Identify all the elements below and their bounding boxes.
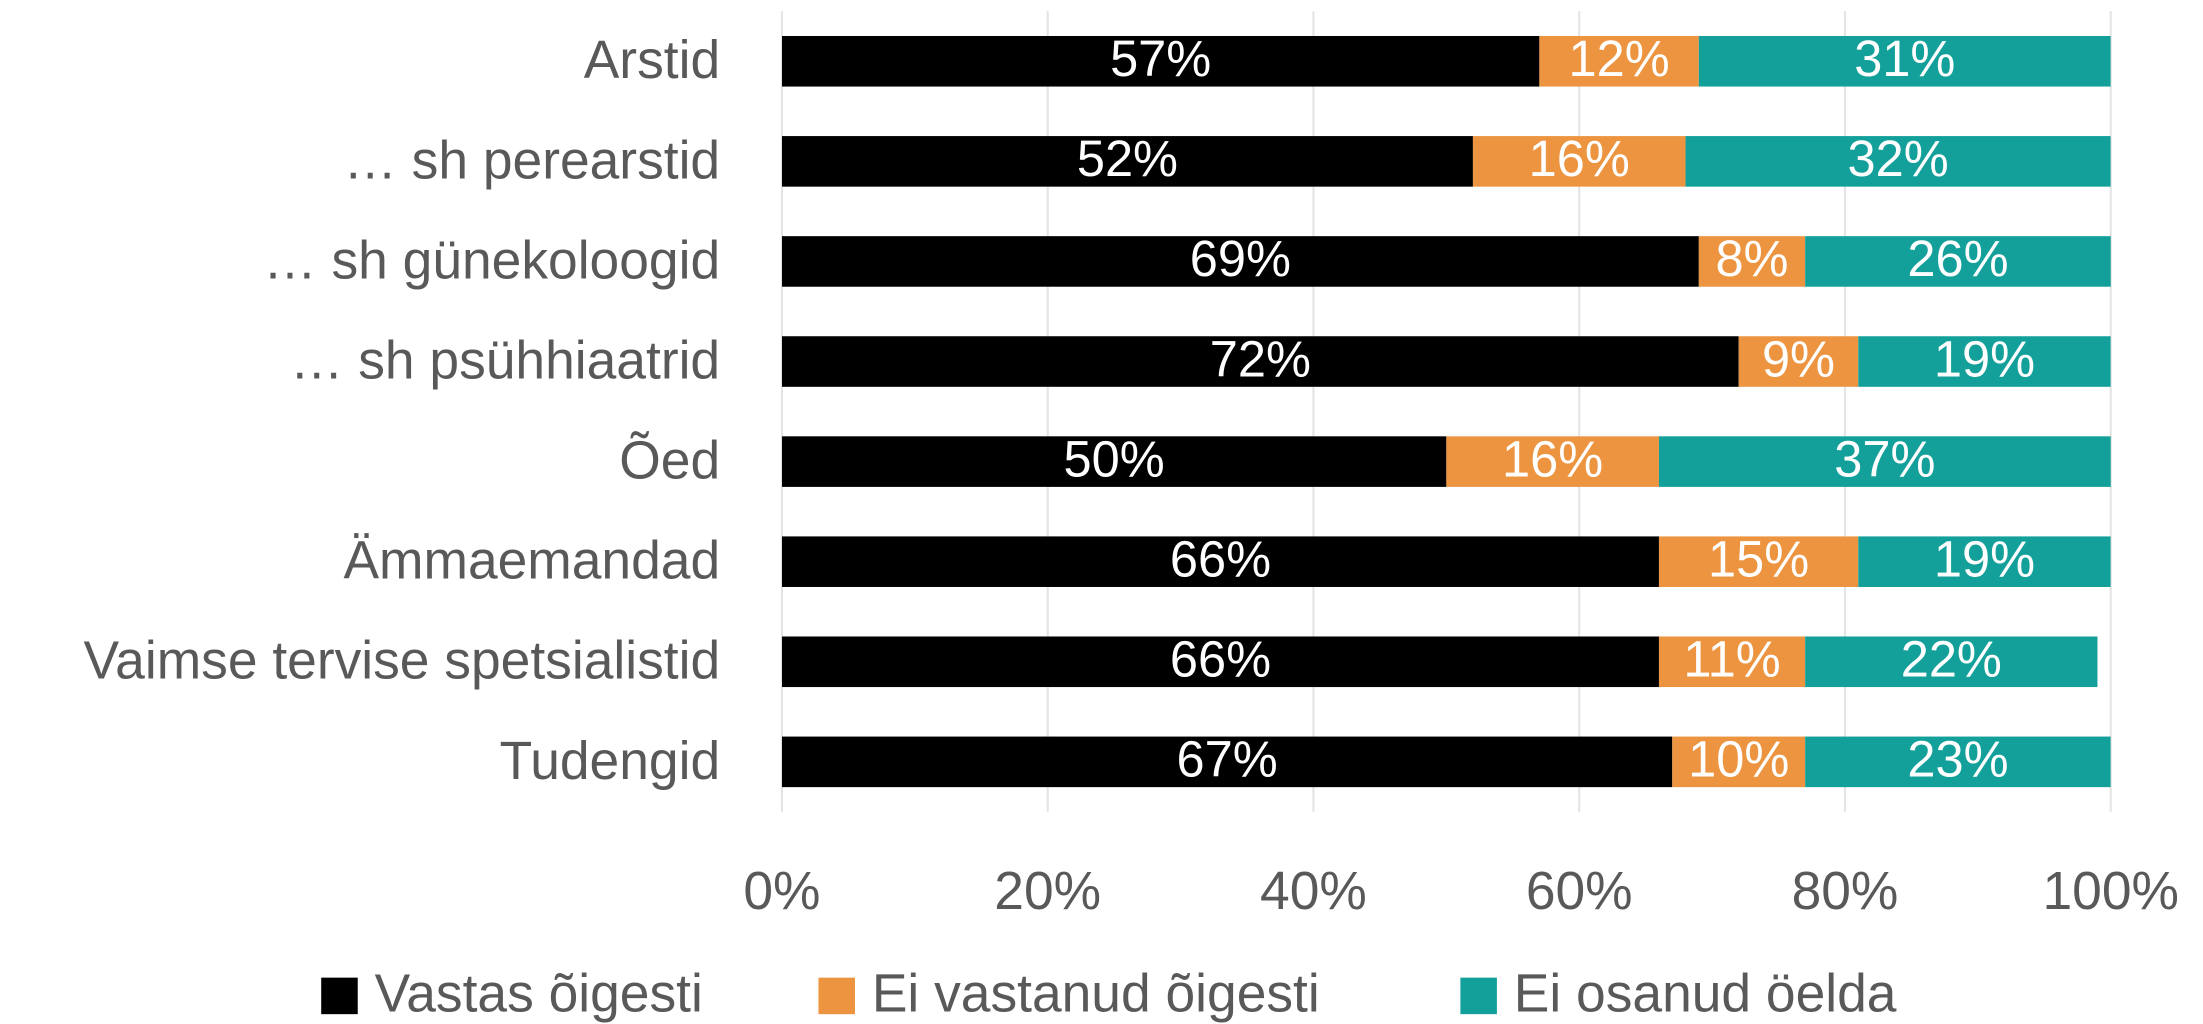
bar-segment xyxy=(1698,35,2111,87)
value-label: 12% xyxy=(1569,30,1670,87)
value-label: 9% xyxy=(1762,330,1835,387)
value-label: 22% xyxy=(1901,631,2002,688)
bar-segment xyxy=(1472,136,1686,187)
value-label: 19% xyxy=(1934,530,2035,587)
value-label: 67% xyxy=(1177,731,1278,788)
legend-label: Vastas õigesti xyxy=(375,964,703,1023)
legend-label: Ei vastanud õigesti xyxy=(872,964,1320,1023)
bar-segment xyxy=(781,736,1673,788)
bar-segment xyxy=(781,236,1699,287)
bar-segment xyxy=(781,35,1540,87)
bar-segment xyxy=(781,136,1473,187)
bar-segment xyxy=(1685,136,2111,187)
value-label: 23% xyxy=(1907,731,2008,788)
bar-segment xyxy=(1446,436,1659,487)
x-tick-label: 60% xyxy=(1526,862,1633,921)
value-label: 31% xyxy=(1854,30,1955,87)
value-label: 69% xyxy=(1190,230,1291,287)
value-label: 72% xyxy=(1210,330,1311,387)
value-label: 19% xyxy=(1934,330,2035,387)
value-label: 32% xyxy=(1848,130,1949,187)
value-label: 50% xyxy=(1064,430,1165,487)
bar-segment xyxy=(1738,336,1859,387)
value-label: 66% xyxy=(1170,631,1271,688)
legend-swatch xyxy=(818,977,855,1015)
x-tick-label: 40% xyxy=(1260,862,1367,921)
value-label: 66% xyxy=(1170,530,1271,587)
legend-swatch xyxy=(321,977,358,1015)
bar-segment xyxy=(1858,336,2111,387)
bar-segment xyxy=(1658,536,1859,587)
category-label: … sh günekoloogid xyxy=(263,231,720,290)
bar-segment xyxy=(781,636,1659,688)
value-label: 52% xyxy=(1077,130,1178,187)
x-tick-label: 20% xyxy=(994,862,1101,921)
legend-swatch xyxy=(1460,977,1497,1015)
bar-segment xyxy=(1805,736,2111,788)
labels: 0% 20% 40% 60% 80% 100% Arstid 57% 12% 31% … sh pe… xyxy=(84,30,2179,1023)
category-label: … sh psühhiaatrid xyxy=(290,331,720,390)
x-tick-label: 80% xyxy=(1792,862,1899,921)
category-label: Õed xyxy=(619,432,720,491)
bar-segment xyxy=(1658,436,2111,487)
bar-segment xyxy=(781,436,1447,487)
category-label: Tudengid xyxy=(500,732,721,791)
value-label: 26% xyxy=(1907,230,2008,287)
category-label: Arstid xyxy=(584,31,720,90)
category-label: Ämmaemandad xyxy=(343,532,720,591)
bar-segment xyxy=(1658,636,1806,688)
value-label: 57% xyxy=(1110,30,1211,87)
legend-label: Ei osanud öelda xyxy=(1514,964,1897,1023)
x-tick-label: 100% xyxy=(2043,862,2179,921)
bar-segment xyxy=(1805,636,2098,688)
value-label: 37% xyxy=(1834,430,1935,487)
bar-segment xyxy=(1805,236,2111,287)
bar-segment xyxy=(1858,536,2111,587)
value-label: 8% xyxy=(1715,230,1788,287)
value-label: 16% xyxy=(1502,430,1603,487)
bar-segment xyxy=(1672,736,1806,788)
value-label: 11% xyxy=(1683,631,1780,688)
value-label: 16% xyxy=(1529,130,1630,187)
bar-segment xyxy=(1698,236,1806,287)
value-label: 15% xyxy=(1708,530,1809,587)
value-label: 10% xyxy=(1688,731,1789,788)
category-label: … sh perearstid xyxy=(343,131,720,190)
bar-segment xyxy=(1539,35,1699,87)
bar-segment xyxy=(781,536,1659,587)
category-label: Vaimse tervise spetsialistid xyxy=(84,632,721,691)
x-tick-label: 0% xyxy=(743,862,820,921)
bars xyxy=(781,35,2111,788)
bar-segment xyxy=(781,336,1739,387)
